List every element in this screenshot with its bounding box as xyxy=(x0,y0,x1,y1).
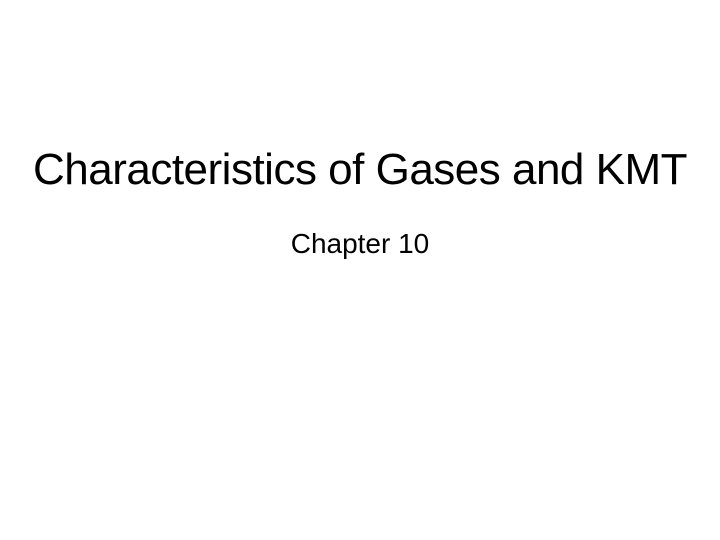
slide-title: Characteristics of Gases and KMT xyxy=(33,145,687,196)
slide-subtitle: Chapter 10 xyxy=(291,228,430,260)
